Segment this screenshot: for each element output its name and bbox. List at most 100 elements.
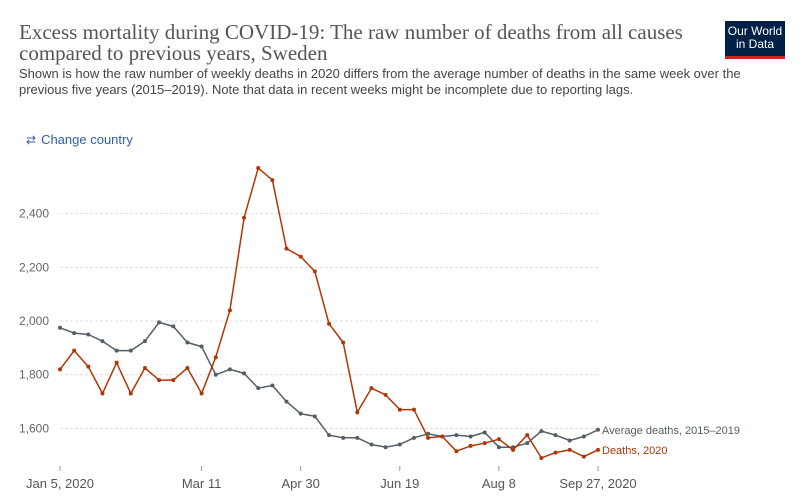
subtitle-line-2: previous five years (2015–2019). Note th…: [19, 82, 634, 97]
data-point: [383, 445, 388, 450]
data-point: [454, 449, 459, 454]
data-point: [581, 434, 586, 439]
data-point: [596, 427, 600, 432]
data-point: [213, 372, 218, 377]
data-point: [468, 434, 473, 439]
data-point: [72, 348, 77, 353]
data-point: [596, 447, 600, 452]
data-point: [157, 378, 162, 383]
data-point: [128, 391, 133, 396]
data-point: [312, 269, 317, 274]
data-point: [553, 433, 558, 438]
data-point: [242, 215, 247, 220]
data-point: [496, 437, 501, 442]
data-point: [58, 325, 62, 330]
x-tick-label: Sep 27, 2020: [559, 476, 636, 491]
data-point: [397, 442, 402, 447]
logo-line-2: in Data: [735, 37, 775, 51]
x-tick-label: Jun 19: [380, 476, 419, 491]
data-point: [128, 348, 133, 353]
swap-arrows-icon: ⇄: [26, 132, 37, 147]
data-point: [199, 391, 204, 396]
subtitle-line-1: Shown is how the raw number of weekly de…: [19, 66, 741, 81]
data-point: [411, 407, 416, 412]
data-point: [468, 443, 473, 448]
data-point: [411, 435, 416, 440]
data-point: [171, 378, 176, 383]
x-tick-label: Apr 30: [282, 476, 320, 491]
data-point: [327, 321, 331, 326]
data-point: [581, 454, 586, 459]
data-point: [185, 340, 190, 345]
data-point: [525, 441, 530, 446]
data-point: [440, 434, 445, 439]
chart-subtitle: Shown is how the raw number of weekly de…: [19, 66, 779, 98]
data-point: [298, 411, 303, 416]
data-point: [100, 339, 105, 344]
series-average-deaths: [58, 320, 600, 450]
data-point: [355, 435, 360, 440]
data-point: [114, 360, 119, 365]
data-point: [496, 445, 501, 450]
data-point: [72, 331, 77, 336]
data-point: [369, 386, 374, 391]
data-point: [341, 435, 346, 440]
data-point: [256, 166, 261, 171]
data-point: [482, 441, 487, 446]
data-point: [539, 429, 544, 434]
y-tick-label: 1,800: [19, 368, 49, 382]
data-point: [199, 344, 204, 349]
data-point: [157, 320, 162, 325]
data-point: [454, 433, 459, 438]
series-label: Average deaths, 2015–2019: [602, 425, 740, 437]
data-point: [142, 366, 147, 371]
y-tick-label: 2,000: [19, 314, 49, 328]
logo-line-1: Our World: [727, 24, 783, 38]
data-point: [227, 308, 232, 313]
series-line: [59, 167, 599, 459]
data-point: [284, 246, 289, 251]
series-layer: [58, 166, 600, 460]
data-point: [539, 455, 544, 460]
y-tick-label: 2,200: [19, 260, 49, 274]
data-point: [171, 324, 176, 329]
data-point: [341, 340, 346, 345]
data-point: [142, 339, 147, 344]
data-point: [213, 355, 218, 360]
series-label: Deaths, 2020: [602, 445, 667, 457]
change-country-button[interactable]: ⇄ Change country: [26, 132, 133, 147]
x-axis-ticks: Jan 5, 2020 Mar 11 Apr 30 Jun 19 Aug 8 Sep 27…: [26, 466, 637, 491]
data-point: [482, 430, 487, 435]
data-point: [369, 442, 374, 447]
x-tick-label: Mar 11: [182, 476, 222, 491]
data-point: [383, 392, 388, 397]
data-point: [270, 383, 275, 388]
data-point: [256, 386, 261, 391]
data-point: [284, 399, 289, 404]
data-point: [312, 414, 317, 419]
owid-logo[interactable]: Our World in Data: [725, 21, 785, 59]
data-point: [58, 367, 62, 372]
data-point: [567, 438, 572, 443]
series-deaths-2020: [58, 166, 600, 460]
data-point: [242, 371, 247, 376]
data-point: [227, 367, 232, 372]
data-point: [100, 391, 105, 396]
data-point: [86, 364, 91, 369]
data-point: [511, 447, 516, 452]
chart-title: Excess mortality during COVID-19: The ra…: [19, 20, 683, 65]
x-tick-label: Aug 8: [482, 476, 516, 491]
data-point: [327, 433, 331, 438]
change-country-label: Change country: [41, 132, 133, 147]
y-tick-label: 2,400: [19, 207, 49, 221]
data-point: [355, 410, 360, 415]
data-point: [86, 332, 91, 337]
data-point: [114, 348, 119, 353]
x-tick-label: Jan 5, 2020: [26, 476, 94, 491]
data-point: [426, 435, 431, 440]
data-point: [298, 254, 303, 259]
data-point: [185, 366, 190, 371]
y-axis-ticks: 1,600 1,800 2,000 2,200 2,400: [19, 207, 49, 436]
data-point: [397, 407, 402, 412]
